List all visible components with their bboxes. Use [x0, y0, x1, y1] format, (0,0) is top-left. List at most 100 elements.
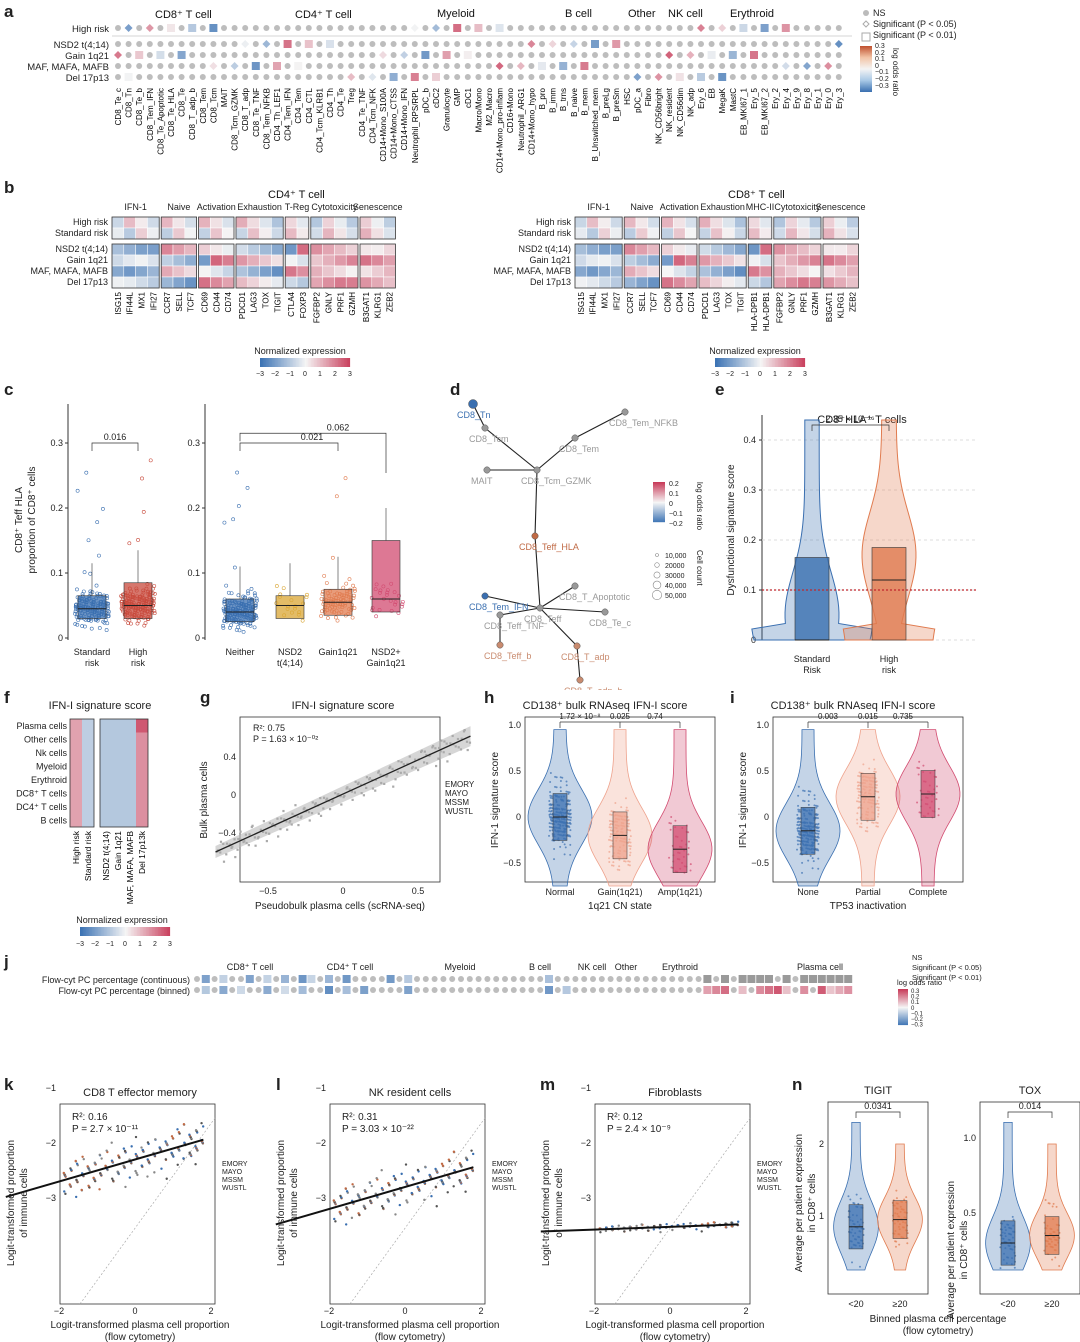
b-left-cell	[184, 276, 197, 289]
a-ns-dot	[136, 63, 143, 69]
b-right-category: Cytotoxicity	[774, 202, 821, 212]
b-left-cell	[135, 265, 148, 278]
i-svg-g0-point	[798, 808, 801, 811]
a-ns-dot	[676, 63, 683, 69]
a-ns-dot	[740, 41, 747, 47]
h-svg-xlabel: 1q21 CN state	[588, 901, 652, 912]
h-svg-g0-point	[548, 822, 551, 825]
d-legend-swatch	[653, 518, 665, 520]
i-svg-group-label: Complete	[909, 887, 948, 897]
h-svg-g1-point	[611, 829, 614, 832]
b-left-cell	[383, 243, 396, 256]
b-legend-swatch	[284, 358, 286, 367]
b-legend-swatch	[318, 358, 321, 367]
h-svg-y-tick: 0.5	[508, 766, 521, 776]
i-svg-g1-point	[876, 821, 879, 824]
c-y-tick-label: 0.1	[187, 568, 200, 578]
b-legend-swatch	[339, 358, 342, 367]
b-right-row-label: Del 17p13	[530, 277, 571, 287]
m-svg-x-tick: 2	[743, 1306, 748, 1316]
b-legend-swatch	[336, 358, 339, 367]
n-tigit-lo-point	[852, 1202, 855, 1205]
c-neither-point	[253, 593, 257, 598]
a-ns-dot	[316, 74, 323, 80]
b-left-cell	[383, 227, 396, 240]
k-svg-ylabel: of immune cells	[19, 1168, 30, 1237]
k-svg-point	[165, 1177, 168, 1180]
i-svg-g1-point	[875, 786, 878, 789]
a-cell-label: CD8_Tcm	[209, 88, 218, 123]
a-cell-label: MAIT	[220, 88, 229, 107]
h-svg-g0-point	[549, 794, 552, 797]
j-significant-square	[782, 986, 791, 994]
h-svg-g1-point	[620, 806, 623, 809]
l-svg-point	[344, 1187, 347, 1190]
h-svg-g0-point	[567, 792, 570, 795]
c-p-value: 0.016	[104, 432, 127, 442]
a-row-label: NSD2 t(4;14)	[53, 40, 109, 51]
a-ns-dot	[645, 52, 651, 58]
a-ns-dot	[772, 41, 779, 47]
d-legend-swatch	[653, 489, 665, 491]
b-legend-swatch	[722, 358, 725, 367]
f-cell	[136, 719, 148, 733]
f-legend-swatch	[114, 927, 117, 936]
a-significant-diamond	[241, 40, 250, 48]
g-point	[268, 832, 271, 835]
a-cell-label: CD14+Mono_S100A	[379, 87, 388, 161]
j-colorbar-tick: −0.3	[911, 1023, 924, 1029]
c-neither-point	[254, 615, 259, 620]
i-svg-y-tick: 0.5	[756, 766, 769, 776]
b-left-cell	[345, 243, 359, 256]
g-point	[414, 766, 417, 770]
b-left-cell	[135, 227, 148, 240]
j-ns-dot	[660, 976, 667, 982]
a-cell-label: CD14+Mono_CTSS	[390, 88, 399, 159]
f-cell	[124, 759, 136, 773]
l-svg-point	[423, 1198, 426, 1202]
panel-label-e: e	[715, 380, 725, 399]
b-right-cell	[808, 276, 822, 289]
a-ns-dot	[740, 74, 747, 80]
a-ns-dot	[369, 25, 376, 31]
l-svg-point	[393, 1177, 397, 1180]
k-svg-point	[134, 1152, 137, 1156]
b-left-cell	[172, 254, 186, 267]
a-ns-dot	[475, 63, 482, 69]
l-svg-point	[345, 1190, 349, 1193]
a-significant-square	[389, 73, 398, 81]
m-svg-fit-line	[540, 1223, 739, 1233]
j-significant-square	[809, 975, 817, 983]
a-ns-dot	[401, 63, 408, 69]
a-ns-dot	[814, 63, 821, 69]
n-tigit-hi-point	[894, 1240, 897, 1243]
g-point	[399, 771, 402, 774]
i-svg-g0-point	[815, 838, 818, 841]
j-ns-dot	[414, 987, 420, 993]
f-legend-swatch	[119, 927, 121, 936]
j-ns-dot	[502, 976, 508, 982]
g-point	[245, 841, 248, 845]
a-ns-dot	[676, 25, 683, 31]
a-ns-dot	[581, 41, 588, 47]
a-ns-dot	[804, 52, 810, 58]
b-left-cell	[322, 265, 335, 278]
a-ns-dot	[231, 52, 238, 58]
i-svg-g0-point	[799, 820, 802, 823]
a-row-label: MAF, MAFA, MAFB	[27, 62, 109, 73]
a-ns-dot	[687, 74, 694, 80]
a-ns-dot	[517, 25, 524, 31]
a-significant-square	[410, 73, 419, 81]
a-ns-dot	[708, 63, 715, 69]
g-x-tick: 0	[340, 886, 345, 896]
b-right-cell	[759, 265, 773, 278]
i-svg-g1-point	[858, 787, 861, 790]
h-svg-g1-point	[609, 832, 612, 835]
h-svg-g0-point	[550, 826, 553, 829]
b-left-group-frame	[235, 216, 284, 240]
i-svg-g0-point	[803, 790, 806, 793]
f-legend-swatch	[137, 927, 139, 936]
d-legend-swatch	[653, 488, 665, 490]
c-high-point	[152, 609, 157, 613]
l-svg-point	[351, 1183, 354, 1186]
